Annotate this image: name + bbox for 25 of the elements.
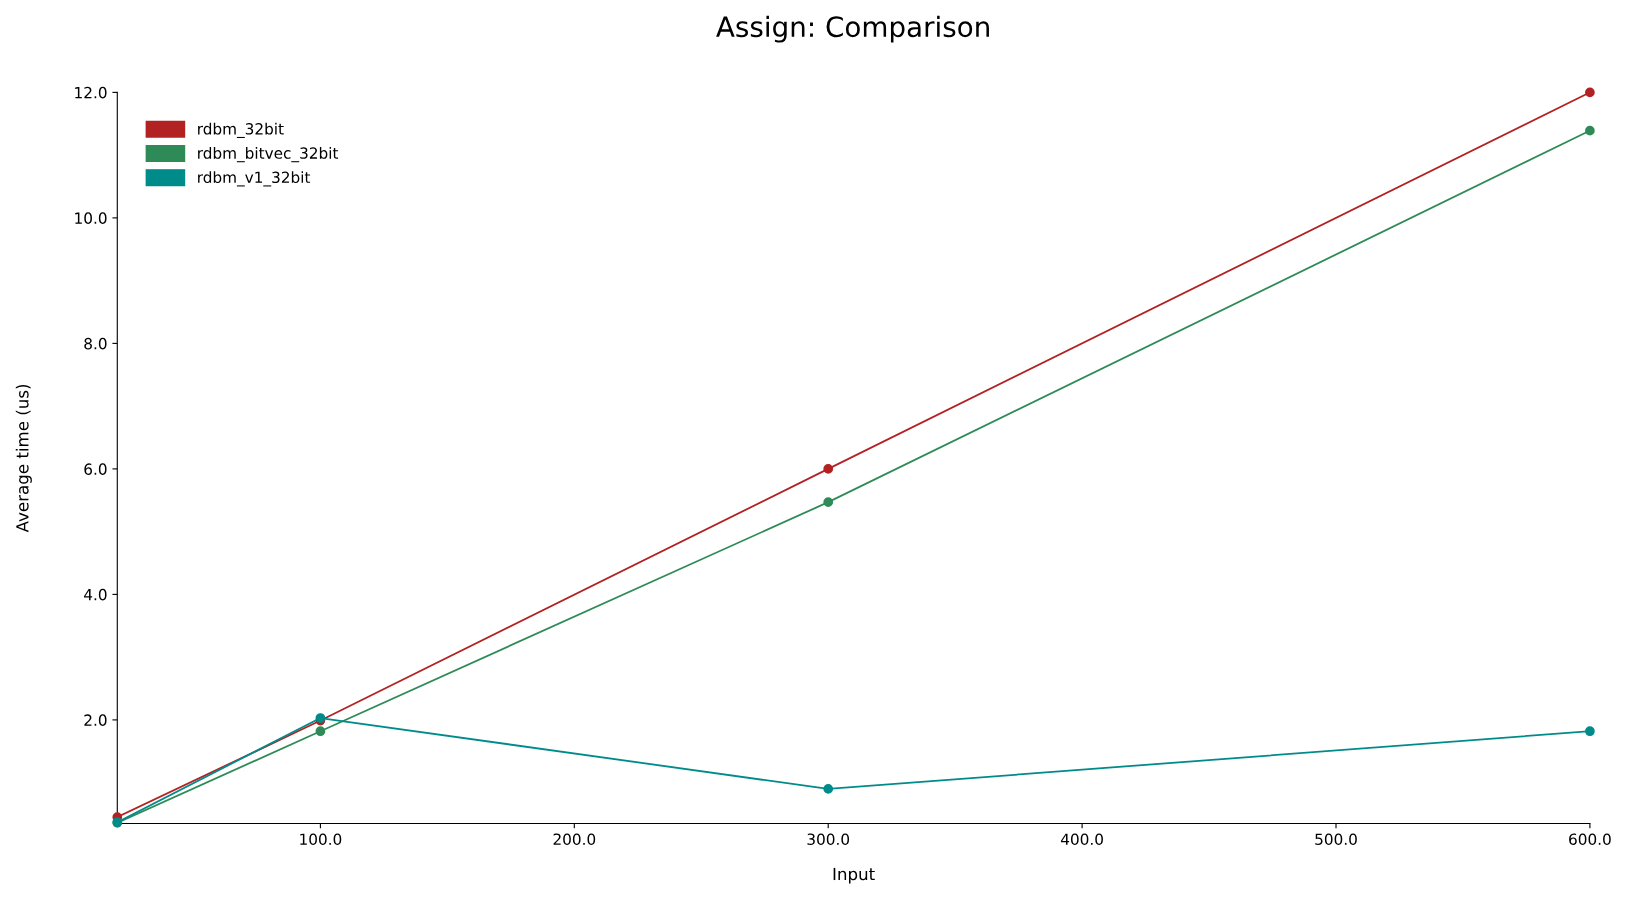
legend-label: rdbm_32bit <box>198 122 284 139</box>
point <box>1585 726 1595 737</box>
point <box>1585 87 1595 98</box>
x-tick-label: 200.0 <box>553 833 596 845</box>
x-tick-label: 100.0 <box>300 833 342 845</box>
legend-label: rdbm_v1_32bit <box>198 171 311 187</box>
legend-label: rdbm_bitvec_32bit <box>198 147 339 163</box>
y-tick-label: 2.0 <box>84 714 107 726</box>
x-tick-label: 600.0 <box>1569 833 1611 845</box>
y-axis-title: Average time (us) <box>15 384 32 533</box>
point <box>315 726 326 737</box>
point <box>823 784 834 794</box>
point <box>823 497 834 508</box>
y-tick-label: 4.0 <box>84 588 107 601</box>
chart-title: Assign: Comparison <box>716 15 989 43</box>
y-tick-label: 12.0 <box>75 86 107 99</box>
x-axis-title: Input <box>833 867 875 884</box>
y-tick-label: 10.0 <box>75 212 107 224</box>
y-tick-label: 8.0 <box>84 337 107 350</box>
x-tick-label: 400.0 <box>1060 833 1103 845</box>
point <box>823 464 834 474</box>
x-tick-label: 500.0 <box>1315 833 1357 845</box>
x-tick-label: 300.0 <box>807 833 850 845</box>
point <box>1585 125 1595 136</box>
y-tick-label: 6.0 <box>84 463 107 475</box>
